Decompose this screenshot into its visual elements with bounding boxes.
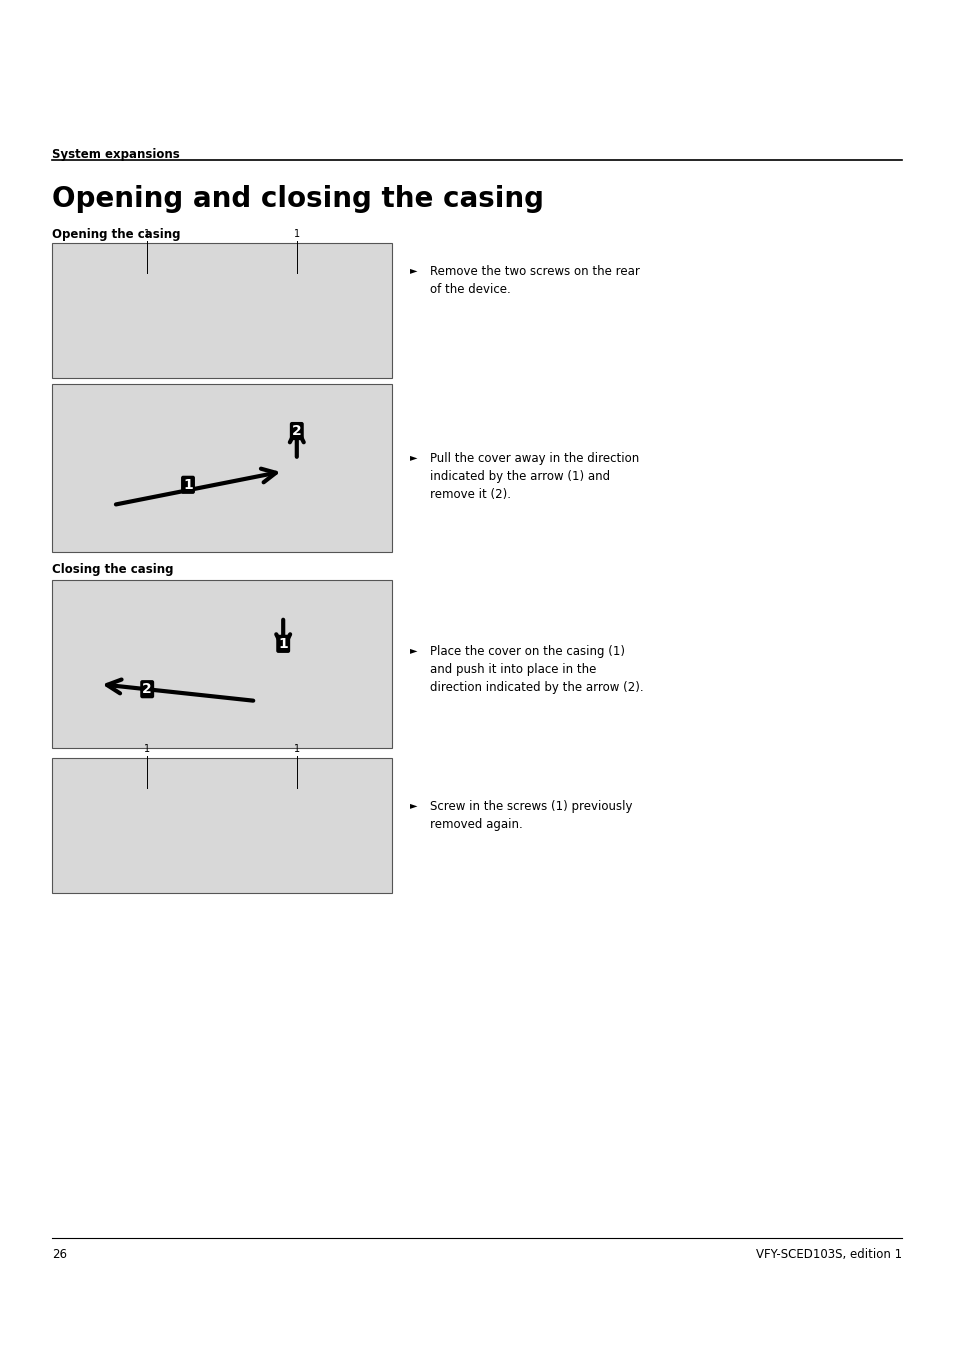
Text: ►: ►	[410, 800, 417, 811]
Text: Opening and closing the casing: Opening and closing the casing	[52, 185, 543, 213]
Bar	[52, 384, 392, 553]
Text: Screw in the screws (1) previously
removed again.: Screw in the screws (1) previously remov…	[430, 800, 632, 831]
Text: Closing the casing: Closing the casing	[52, 563, 173, 576]
Bar	[52, 758, 392, 893]
Text: Place the cover on the casing (1)
and push it into place in the
direction indica: Place the cover on the casing (1) and pu…	[430, 644, 643, 694]
Text: 1: 1	[183, 478, 193, 492]
Text: 1: 1	[144, 230, 151, 239]
Text: ►: ►	[410, 644, 417, 655]
Bar	[52, 243, 392, 378]
Text: 2: 2	[142, 682, 152, 696]
Text: ►: ►	[410, 453, 417, 462]
Text: Pull the cover away in the direction
indicated by the arrow (1) and
remove it (2: Pull the cover away in the direction ind…	[430, 453, 639, 501]
Text: 1: 1	[278, 636, 288, 651]
Text: ►: ►	[410, 265, 417, 276]
Bar	[52, 580, 392, 748]
Text: 26: 26	[52, 1248, 67, 1260]
Text: System expansions: System expansions	[52, 149, 179, 161]
Text: Remove the two screws on the rear
of the device.: Remove the two screws on the rear of the…	[430, 265, 639, 296]
Text: 1: 1	[144, 744, 151, 754]
Text: VFY-SCED103S, edition 1: VFY-SCED103S, edition 1	[755, 1248, 901, 1260]
Text: 1: 1	[294, 230, 299, 239]
Text: 2: 2	[292, 424, 301, 438]
Text: 1: 1	[294, 744, 299, 754]
Text: Opening the casing: Opening the casing	[52, 228, 180, 240]
